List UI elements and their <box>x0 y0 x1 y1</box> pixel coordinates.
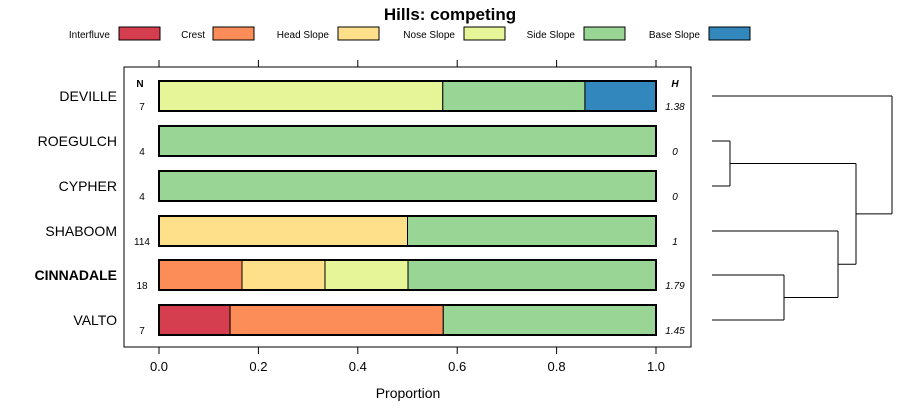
bar-outline <box>158 215 657 247</box>
x-tick-label: 0.8 <box>548 359 566 374</box>
row-labels: DEVILLE 7 1.38 ROEGULCH 4 0 CYPHER 4 0 SHABOOM 114… <box>35 88 686 337</box>
x-tick-label: 0.0 <box>150 359 168 374</box>
bar-segment <box>158 170 657 202</box>
n-value: 4 <box>139 147 145 158</box>
h-value: 1.45 <box>665 326 685 337</box>
legend-label: Side Slope <box>527 30 576 41</box>
x-tick-label: 0.2 <box>249 359 267 374</box>
n-value: 7 <box>139 102 145 113</box>
bar-outline <box>158 259 657 291</box>
bar-segment <box>324 259 409 291</box>
h-column-header: H <box>671 79 679 90</box>
bar-outline <box>158 170 657 202</box>
bar-outline <box>158 304 657 336</box>
x-axis: 0.0 0.2 0.4 0.6 0.8 1.0 <box>150 347 665 374</box>
bar-segment <box>158 215 408 247</box>
h-value: 0 <box>672 192 678 203</box>
row-label: VALTO <box>73 312 117 328</box>
legend-swatch <box>337 26 380 41</box>
chart-title: Hills: competing <box>384 5 516 24</box>
bar-segment <box>442 304 657 336</box>
bar-segment <box>407 259 657 291</box>
row-label: SHABOOM <box>45 223 117 239</box>
n-value: 4 <box>139 192 145 203</box>
legend-label: Crest <box>181 30 205 41</box>
legend: Interfluve Crest Head Slope Nose Slope Side … <box>69 26 751 41</box>
row-label: ROEGULCH <box>38 133 117 149</box>
bar-segment <box>158 259 243 291</box>
bar-segment <box>241 259 326 291</box>
bar-segment <box>229 304 444 336</box>
h-value: 1 <box>672 237 678 248</box>
x-tick-label: 0.4 <box>349 359 367 374</box>
bar-segment <box>158 125 657 157</box>
h-value: 1.38 <box>665 102 685 113</box>
legend-label: Head Slope <box>277 30 330 41</box>
x-tick-label: 1.0 <box>647 359 665 374</box>
bar-segment <box>442 80 586 112</box>
plot-panel <box>123 66 692 348</box>
dendrogram <box>712 95 893 321</box>
legend-label: Interfluve <box>69 30 111 41</box>
h-value: 0 <box>672 147 678 158</box>
legend-swatch <box>463 26 506 41</box>
h-value: 1.79 <box>665 281 685 292</box>
n-column-header: N <box>136 79 143 90</box>
legend-label: Base Slope <box>649 30 701 41</box>
bar-outline <box>158 80 657 112</box>
legend-label: Nose Slope <box>403 30 455 41</box>
bars <box>158 80 657 336</box>
bar-segment <box>407 215 657 247</box>
x-axis-label: Proportion <box>376 385 441 401</box>
legend-swatch <box>118 26 161 41</box>
legend-swatch <box>583 26 626 41</box>
row-label: DEVILLE <box>59 88 117 104</box>
bar-outline <box>158 125 657 157</box>
top-axis-ticks <box>158 60 657 67</box>
row-label: CINNADALE <box>35 267 117 283</box>
bar-segment <box>158 80 444 112</box>
n-value: 18 <box>136 281 148 292</box>
legend-swatch <box>708 26 751 41</box>
x-tick-label: 0.6 <box>448 359 466 374</box>
n-value: 114 <box>134 237 150 248</box>
legend-swatch <box>212 26 255 41</box>
bar-segment <box>584 80 657 112</box>
bar-segment <box>158 304 231 336</box>
n-value: 7 <box>139 326 145 337</box>
row-label: CYPHER <box>59 178 117 194</box>
